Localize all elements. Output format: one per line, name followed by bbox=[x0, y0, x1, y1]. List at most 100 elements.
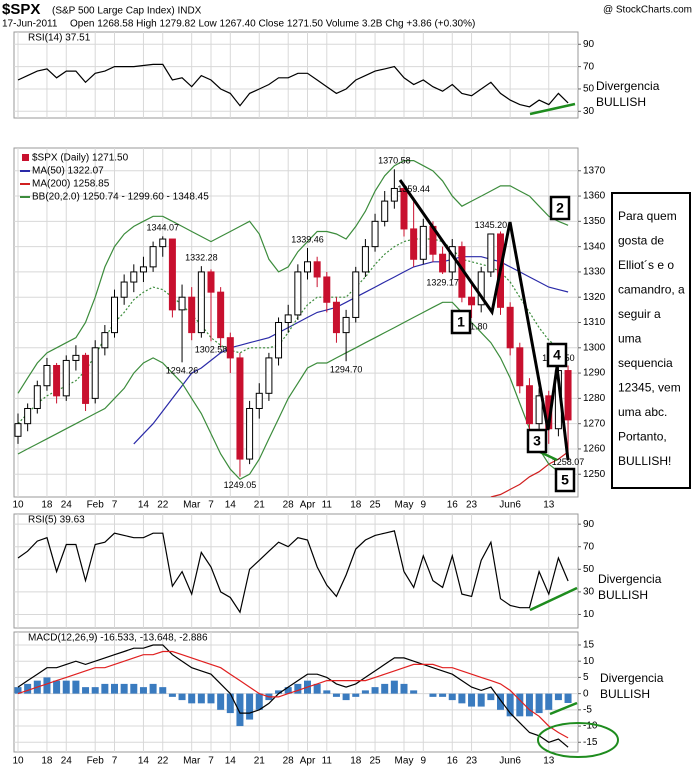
histogram-bar bbox=[188, 693, 196, 704]
quote: Open 1268.58 High 1279.82 Low 1267.40 Cl… bbox=[70, 19, 475, 30]
price-label: 1370.58 bbox=[378, 156, 411, 166]
candle-body bbox=[159, 238, 167, 248]
candle-body bbox=[419, 225, 427, 260]
candle-body bbox=[410, 228, 418, 260]
candle-body bbox=[188, 296, 196, 334]
x-tick-label: 25 bbox=[369, 500, 381, 511]
x-tick-label: Apr bbox=[300, 500, 316, 511]
x-tick-label: 11 bbox=[322, 500, 333, 511]
candle-body bbox=[246, 407, 254, 460]
x-tick-label: Jun6 bbox=[499, 500, 521, 511]
y-tick-label: -5 bbox=[583, 704, 592, 715]
histogram-bar bbox=[448, 693, 456, 701]
histogram-bar bbox=[294, 683, 302, 694]
histogram-bar bbox=[477, 693, 485, 707]
histogram-bar bbox=[323, 690, 331, 694]
x-tick-label: 22 bbox=[157, 756, 169, 767]
histogram-bar bbox=[168, 693, 176, 697]
x-tick-label: 7 bbox=[208, 756, 214, 767]
candle-body bbox=[468, 296, 476, 306]
candle-body bbox=[82, 354, 90, 404]
candle-body bbox=[24, 407, 32, 425]
x-tick-label: 25 bbox=[369, 756, 381, 767]
note-line: Para quem bbox=[618, 209, 677, 223]
plot-area bbox=[14, 154, 572, 497]
candle-body bbox=[197, 271, 205, 334]
candle-body bbox=[381, 200, 389, 222]
x-tick-label: 18 bbox=[350, 756, 362, 767]
histogram-bar bbox=[14, 687, 22, 694]
histogram-bar bbox=[284, 687, 292, 694]
y-tick-label: 90 bbox=[583, 39, 595, 50]
candle-body bbox=[361, 246, 369, 273]
series-line bbox=[17, 63, 569, 108]
x-tick-label: 16 bbox=[447, 500, 459, 511]
note-box bbox=[611, 192, 691, 489]
candle-body bbox=[400, 187, 408, 230]
candle-body bbox=[168, 238, 176, 311]
histogram-bar bbox=[381, 683, 389, 694]
legend-entry: RSI(14) 37.51 bbox=[28, 33, 91, 44]
histogram-bar bbox=[82, 687, 90, 694]
candle-body bbox=[304, 261, 311, 273]
histogram-bar bbox=[130, 683, 138, 694]
histogram-bar bbox=[178, 693, 186, 701]
series-line bbox=[17, 650, 569, 739]
histogram-bar bbox=[332, 693, 340, 697]
histogram-bar bbox=[506, 693, 514, 717]
histogram-bar bbox=[371, 687, 379, 694]
histogram-bar bbox=[149, 683, 157, 694]
x-tick-label: 10 bbox=[12, 756, 24, 767]
price-label: 1329.17 bbox=[426, 277, 459, 287]
divergence-label: Divergencia bbox=[598, 572, 662, 586]
candle-body bbox=[525, 385, 533, 425]
price-label: 1344.07 bbox=[146, 223, 179, 233]
x-tick-label: Jun6 bbox=[499, 756, 521, 767]
y-tick-label: 15 bbox=[583, 640, 595, 651]
price-label: 1311.80 bbox=[456, 321, 488, 331]
histogram-bar bbox=[159, 687, 167, 694]
wave-label: 2 bbox=[556, 200, 564, 216]
x-tick-label: 24 bbox=[61, 500, 73, 511]
legend-entry: RSI(5) 39.63 bbox=[28, 515, 85, 526]
candle-body bbox=[342, 316, 350, 334]
series-line bbox=[133, 256, 569, 445]
y-tick-label: 1300 bbox=[583, 342, 606, 353]
candle-body bbox=[516, 347, 524, 387]
divergence-label: BULLISH bbox=[598, 588, 648, 602]
wave-label: 1 bbox=[457, 314, 465, 330]
panel-frame bbox=[13, 31, 579, 119]
price-label: 1359.44 bbox=[397, 184, 430, 194]
candle-body bbox=[101, 332, 109, 349]
price-label: 1339.46 bbox=[291, 234, 324, 244]
x-tick-label: 28 bbox=[283, 756, 295, 767]
wave-box bbox=[549, 195, 571, 221]
histogram-bar bbox=[342, 693, 350, 701]
legend-entry: $SPX (Daily) 1271.50 bbox=[32, 153, 129, 164]
note-line: uma bbox=[618, 332, 642, 346]
histogram-bar bbox=[255, 693, 263, 710]
histogram-bar bbox=[487, 693, 495, 701]
x-tick-label: Mar bbox=[183, 756, 201, 767]
x-tick-label: Feb bbox=[87, 756, 105, 767]
histogram-bar bbox=[53, 680, 61, 694]
candle-body bbox=[139, 266, 147, 273]
x-tick-label: 7 bbox=[112, 756, 118, 767]
candle-body bbox=[323, 276, 331, 303]
y-tick-label: 90 bbox=[583, 519, 595, 530]
note-line: uma abc. bbox=[618, 405, 667, 419]
candle-body bbox=[43, 364, 51, 387]
y-tick-label: 0 bbox=[583, 688, 589, 699]
y-tick-label: 1330 bbox=[583, 267, 606, 278]
x-tick-label: 28 bbox=[283, 500, 295, 511]
histogram-bar bbox=[217, 693, 225, 710]
histogram-bar bbox=[43, 677, 51, 694]
candle-body bbox=[111, 296, 118, 334]
y-tick-label: 1350 bbox=[583, 216, 606, 227]
y-tick-label: 1310 bbox=[583, 317, 606, 328]
x-tick-label: 14 bbox=[138, 756, 150, 767]
legend-entry: MA(200) 1258.85 bbox=[32, 179, 110, 190]
y-tick-label: 1370 bbox=[583, 165, 606, 176]
date: 17-Jun-2011 bbox=[2, 19, 58, 30]
histogram-bar bbox=[120, 683, 128, 694]
